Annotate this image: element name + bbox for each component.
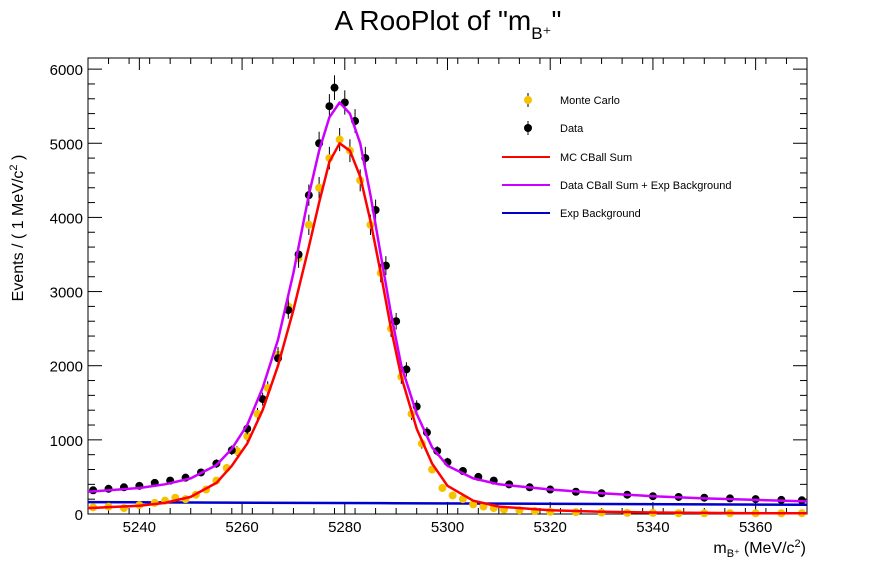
data-point-data <box>330 83 339 92</box>
axis-ticks <box>87 58 808 515</box>
legend-item-data-cball-sum-exp: Data CBall Sum + Exp Background <box>502 180 732 192</box>
legend-marker-monte-carlo <box>524 96 532 104</box>
legend-label-data: Data <box>560 123 584 135</box>
x-axis-title-end: ) <box>801 540 806 557</box>
series-layer <box>87 75 808 518</box>
x-tick-label: 5280 <box>328 519 361 536</box>
chart-title: A RooPlot of "mB⁺" <box>335 5 562 43</box>
x-tick-label: 5320 <box>534 519 567 536</box>
chart-title-sub: B⁺ <box>531 24 551 43</box>
legend-item-monte-carlo: Monte Carlo <box>524 93 620 107</box>
axis-tick-labels: 5240 5260 5280 5300 5320 5340 5360 0 1000 2000 300… <box>50 62 773 536</box>
legend-item-data: Data <box>524 121 584 135</box>
x-tick-label: 5260 <box>225 519 258 536</box>
x-tick-label: 5360 <box>739 519 772 536</box>
legend-marker-data <box>524 124 532 132</box>
legend-label-data-cball-sum-exp: Data CBall Sum + Exp Background <box>560 180 732 192</box>
chart-title-end: " <box>552 5 562 36</box>
x-tick-label: 5340 <box>636 519 669 536</box>
data-point-data <box>325 102 334 111</box>
data-point-monte-carlo <box>438 484 447 493</box>
y-tick-label: 1000 <box>50 433 83 450</box>
y-tick-label: 0 <box>75 507 83 524</box>
y-axis-title-sup: 2 <box>8 164 20 170</box>
legend-label-monte-carlo: Monte Carlo <box>560 95 620 107</box>
x-tick-label: 5240 <box>123 519 156 536</box>
x-axis-title-unit: (MeV/c <box>744 540 795 557</box>
y-tick-label: 2000 <box>50 359 83 376</box>
legend-item-exp-background: Exp Background <box>502 208 641 220</box>
data-point-monte-carlo <box>448 491 457 500</box>
legend-label-mc-cball-sum: MC CBall Sum <box>560 152 632 164</box>
x-axis-title-sup: 2 <box>795 538 801 550</box>
series-line-data-cball-sum-exp-background <box>87 101 808 503</box>
y-tick-label: 3000 <box>50 285 83 302</box>
y-tick-label: 6000 <box>50 62 83 79</box>
series-line-exp-background <box>87 500 808 506</box>
y-axis-title: Events / ( 1 MeV/c2 ) <box>8 155 27 302</box>
y-axis-title-main: Events / ( 1 MeV/c <box>10 171 27 302</box>
plot-frame <box>87 57 808 515</box>
legend: Monte Carlo Data MC CBall Sum Data CBall… <box>502 93 732 220</box>
series-line-mc-cball-sum <box>87 142 807 515</box>
y-tick-label: 4000 <box>50 210 83 227</box>
data-point-monte-carlo <box>304 220 313 229</box>
y-axis-title-end: ) <box>10 155 27 165</box>
chart-title-main: A RooPlot of "m <box>335 5 532 36</box>
x-axis-title: mB⁺ (MeV/c2) <box>713 538 806 560</box>
legend-label-exp-background: Exp Background <box>560 208 641 220</box>
y-tick-label: 5000 <box>50 136 83 153</box>
data-point-monte-carlo <box>335 135 344 144</box>
x-axis-title-var: m <box>713 540 726 557</box>
x-axis-title-sub: B⁺ <box>727 548 740 560</box>
x-tick-label: 5300 <box>431 519 464 536</box>
legend-item-mc-cball-sum: MC CBall Sum <box>502 152 632 164</box>
